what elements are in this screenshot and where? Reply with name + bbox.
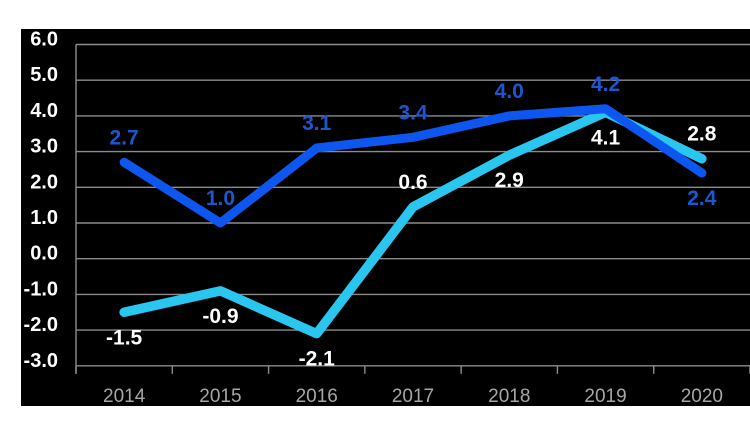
dark-blue-series-data-label: 1.0 bbox=[206, 187, 235, 210]
x-axis-label: 2018 bbox=[488, 386, 530, 407]
dark-blue-series-line bbox=[119, 104, 707, 228]
cyan-series-data-label: 2.8 bbox=[687, 123, 717, 146]
dark-blue-series-data-label: 3.4 bbox=[398, 101, 428, 124]
y-axis-tick-label: -2.0 bbox=[24, 314, 58, 336]
cyan-series-data-label: 4.1 bbox=[591, 126, 621, 149]
dark-blue-series-data-label: 2.7 bbox=[110, 126, 139, 149]
y-axis-tick-label: -3.0 bbox=[24, 350, 58, 372]
y-axis-tick-label: 2.0 bbox=[30, 171, 58, 193]
x-axis-label: 2016 bbox=[296, 386, 338, 407]
dark-blue-series-data-label: 2.4 bbox=[687, 187, 717, 210]
cyan-series-data-label: -1.5 bbox=[106, 326, 143, 349]
x-axis-label: 2015 bbox=[199, 386, 241, 407]
y-axis-tick-label: 6.0 bbox=[30, 29, 58, 51]
x-axis-label: 2019 bbox=[584, 386, 626, 407]
dark-blue-series-data-label: 4.0 bbox=[495, 80, 524, 103]
cyan-series-data-label: -2.1 bbox=[299, 348, 336, 371]
x-axis-label: 2020 bbox=[681, 386, 723, 407]
dark-blue-series-data-label: 3.1 bbox=[302, 112, 332, 135]
dark-blue-series-data-label: 4.2 bbox=[591, 73, 620, 96]
chart-panel bbox=[21, 29, 750, 406]
x-axis-label: 2017 bbox=[392, 386, 434, 407]
x-axis-label: 2014 bbox=[103, 386, 146, 407]
y-axis-tick-label: 1.0 bbox=[30, 207, 58, 229]
cyan-series-data-label: -0.9 bbox=[202, 305, 238, 328]
y-axis-tick-label: 5.0 bbox=[30, 64, 58, 86]
cyan-series-data-label: 0.6 bbox=[398, 171, 427, 194]
y-axis-tick-label: -1.0 bbox=[24, 278, 58, 300]
y-axis-tick-label: 0.0 bbox=[30, 243, 58, 265]
y-axis-tick-label: 4.0 bbox=[30, 100, 58, 122]
y-axis-tick-label: 3.0 bbox=[30, 136, 58, 158]
cyan-series-data-label: 2.9 bbox=[495, 169, 524, 192]
